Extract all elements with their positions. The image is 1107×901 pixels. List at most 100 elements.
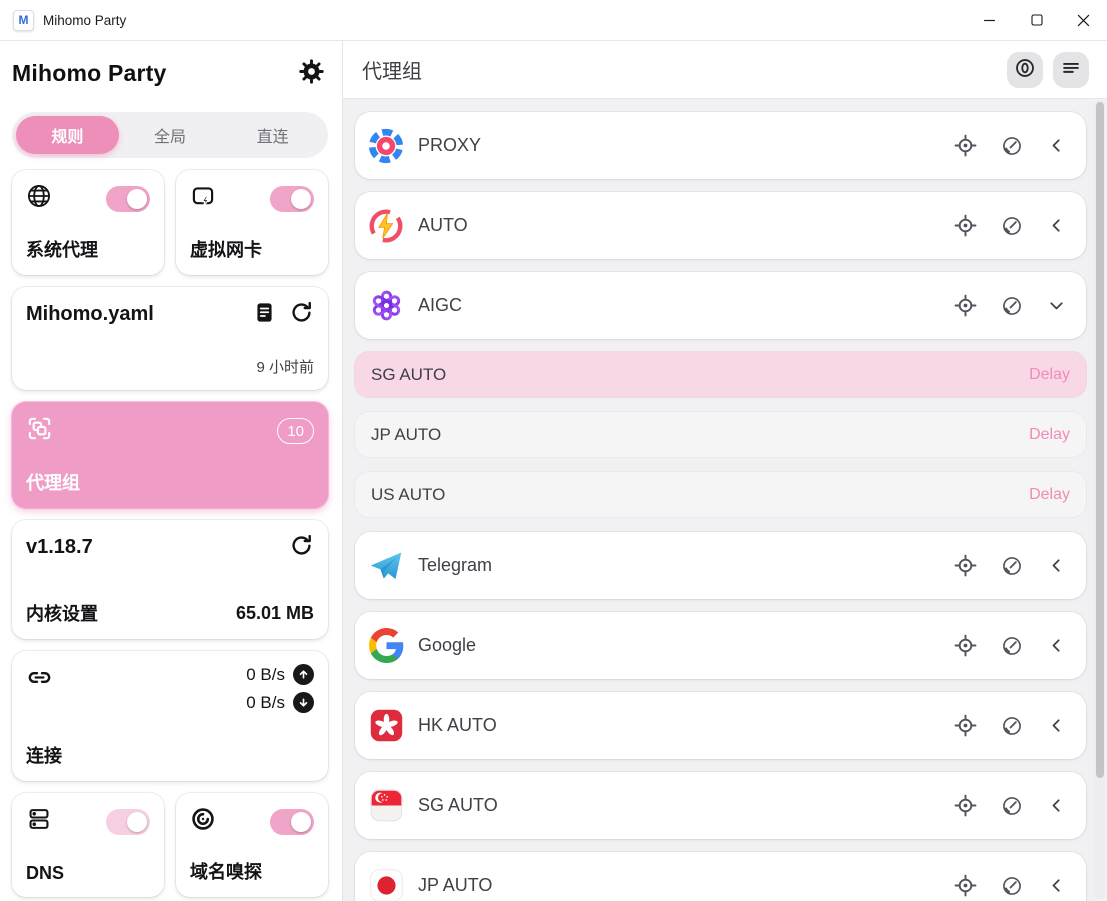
restart-core-button[interactable] [289,533,314,561]
update-profile-button[interactable] [289,300,314,328]
proxy-group-row[interactable]: Google [355,612,1086,679]
group-actions [954,634,1066,657]
tab-direct[interactable]: 直连 [221,116,324,154]
window-controls [966,0,1107,40]
delay-button[interactable]: Delay [1029,365,1070,383]
proxy-group-row[interactable]: HK AUTO [355,692,1086,759]
proxy-group-row[interactable]: AUTO [355,192,1086,259]
chevron-left-icon[interactable] [1047,216,1066,235]
sniff-card[interactable]: 域名嗅探 [176,793,328,897]
proxy-node-row[interactable]: SG AUTO Delay [355,352,1086,397]
speedtest-icon[interactable] [1001,875,1023,897]
titlebar-left: M Mihomo Party [0,9,126,31]
scrollbar-track[interactable] [1094,100,1105,899]
proxy-node-name: US AUTO [371,484,446,504]
dns-toggle[interactable] [106,808,150,835]
proxy-group-name: PROXY [418,135,482,155]
proxy-group-name: Google [418,635,477,655]
connections-label: 连接 [26,746,62,766]
proxy-groups-label: 代理组 [26,473,80,493]
system-proxy-toggle[interactable] [106,185,150,212]
speedtest-icon[interactable] [1001,215,1023,237]
connections-card[interactable]: 0 B/s 0 B/s [12,651,328,781]
profile-updated-time: 9 小时前 [256,359,314,376]
chevron-left-icon[interactable] [1047,796,1066,815]
locate-icon[interactable] [954,554,977,577]
tun-label: 虚拟网卡 [190,240,262,260]
dns-card[interactable]: DNS [12,793,164,897]
sidebar-cards: 系统代理 虚拟网卡 Mihomo.yaml [12,170,328,897]
toggle-knob [291,188,311,209]
system-proxy-card[interactable]: 系统代理 [12,170,164,275]
minimize-button[interactable] [966,0,1013,40]
app-body: Mihomo Party 规则 全局 直连 [0,41,1107,901]
proxy-groups-nav-card[interactable]: 10 代理组 [12,402,328,508]
chevron-left-icon[interactable] [1047,136,1066,155]
proxy-node-row[interactable]: JP AUTO Delay [355,412,1086,457]
proxy-group-row[interactable]: PROXY [355,112,1086,179]
scrollbar-thumb[interactable] [1095,102,1104,778]
network-card-icon [190,183,216,214]
locate-icon[interactable] [954,214,977,237]
chevron-left-icon[interactable] [1047,876,1066,895]
app-title: Mihomo Party [12,59,167,86]
locate-icon[interactable] [954,294,977,317]
proxy-group-name: HK AUTO [418,715,497,735]
flag-sg-icon [367,787,405,825]
core-version: v1.18.7 [26,535,93,558]
proxy-group-row[interactable]: Telegram [355,532,1086,599]
maximize-button[interactable] [1013,0,1060,40]
locate-icon[interactable] [954,874,977,897]
proxy-group-row[interactable]: SG AUTO [355,772,1086,839]
tab-global[interactable]: 全局 [119,116,222,154]
main-panel: 代理组 PROXY AUTO AIGC SG AUTO Delay JP AUTO Dela… [343,41,1107,901]
chevron-left-icon[interactable] [1047,716,1066,735]
proxy-group-row[interactable]: JP AUTO [355,852,1086,901]
delay-button[interactable]: Delay [1029,425,1070,443]
group-actions [954,134,1066,157]
zero-circle-icon [1014,57,1036,82]
lines-icon [1060,57,1082,82]
chevron-left-icon[interactable] [1047,556,1066,575]
toggle-knob [127,188,147,209]
locate-icon[interactable] [954,714,977,737]
page-title: 代理组 [362,61,422,83]
locate-icon[interactable] [954,634,977,657]
group-actions [954,554,1066,577]
speedtest-icon[interactable] [1001,555,1023,577]
speedtest-icon[interactable] [1001,715,1023,737]
dns-server-icon [26,806,52,837]
close-button[interactable] [1060,0,1107,40]
group-actions [954,874,1066,897]
speedtest-icon[interactable] [1001,295,1023,317]
chevron-left-icon[interactable] [1047,636,1066,655]
delay-sort-button[interactable] [1007,51,1043,88]
chevron-down-icon[interactable] [1047,296,1066,315]
tun-card[interactable]: 虚拟网卡 [176,170,328,275]
locate-icon[interactable] [954,134,977,157]
delay-button[interactable]: Delay [1029,485,1070,503]
sniff-toggle[interactable] [270,808,314,835]
speedtest-icon[interactable] [1001,635,1023,657]
core-memory: 65.01 MB [235,602,314,623]
core-card[interactable]: v1.18.7 内核设置 65.01 MB [12,520,328,639]
refresh-icon [289,300,314,328]
group-actions [954,294,1066,317]
proxy-group-name: Telegram [418,555,493,575]
proxy-group-row[interactable]: AIGC [355,272,1086,339]
speedtest-icon[interactable] [1001,135,1023,157]
tun-toggle[interactable] [270,185,314,212]
telegram-icon [367,547,405,585]
tab-rule[interactable]: 规则 [16,116,119,154]
refresh-icon [289,533,314,561]
layout-toggle-button[interactable] [1053,51,1089,88]
profile-name: Mihomo.yaml [26,302,154,325]
profile-card[interactable]: Mihomo.yaml [12,287,328,390]
group-actions [954,214,1066,237]
edit-profile-button[interactable] [252,300,277,328]
locate-icon[interactable] [954,794,977,817]
proxy-node-row[interactable]: US AUTO Delay [355,472,1086,517]
settings-button[interactable] [294,56,328,90]
speedtest-icon[interactable] [1001,795,1023,817]
